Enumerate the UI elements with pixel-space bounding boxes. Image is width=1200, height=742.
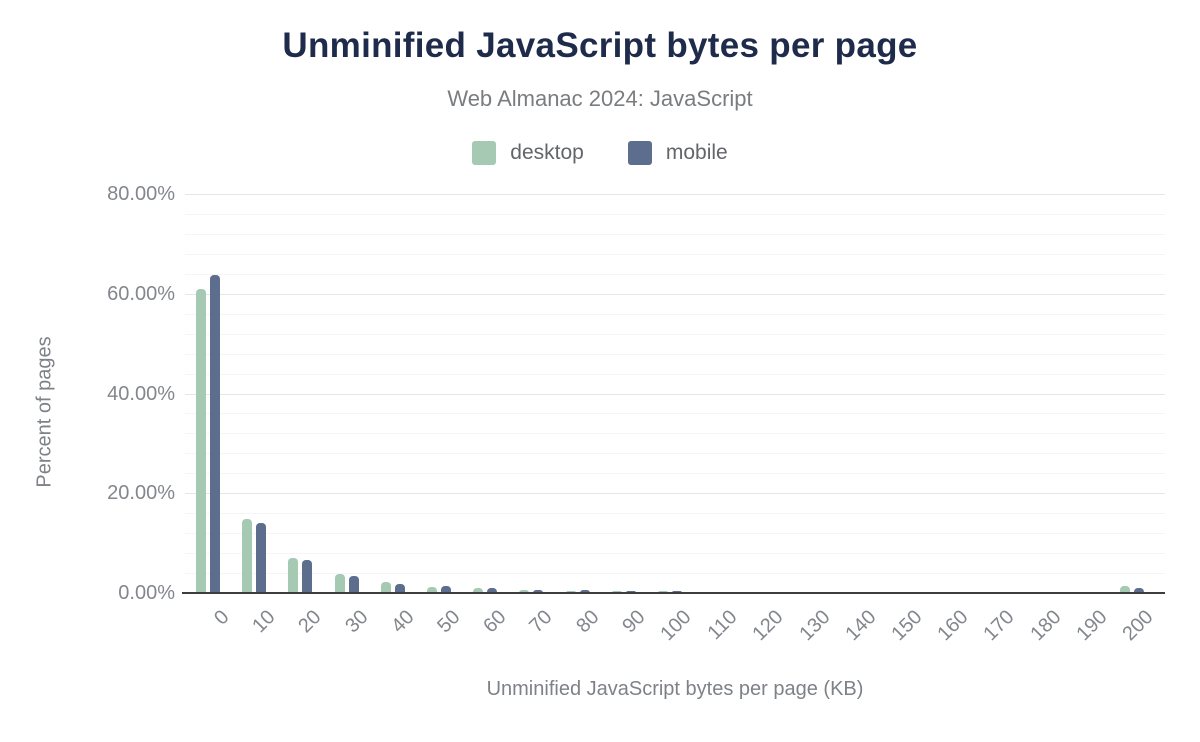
major-gridline bbox=[185, 493, 1165, 495]
x-axis-tick-label: 180 bbox=[1025, 606, 1066, 646]
y-axis-tick-label: 20.00% bbox=[107, 482, 175, 505]
mobile-bar bbox=[210, 275, 220, 593]
desktop-bar bbox=[242, 519, 252, 593]
x-axis-tick-label: 150 bbox=[887, 606, 927, 646]
mobile-bar bbox=[487, 588, 497, 593]
mobile-bar bbox=[256, 523, 266, 593]
y-axis-title: Percent of pages bbox=[33, 336, 56, 488]
x-axis-tick-label: 200 bbox=[1118, 606, 1158, 646]
desktop-bar bbox=[427, 587, 437, 593]
mobile-bar bbox=[349, 576, 359, 593]
legend-item-mobile[interactable]: mobile bbox=[627, 141, 728, 165]
mobile-series-swatch-icon bbox=[627, 141, 652, 165]
x-axis-tick-label: 100 bbox=[656, 606, 696, 646]
mobile-bar bbox=[395, 584, 405, 593]
x-axis-tick-label: 50 bbox=[433, 606, 465, 638]
x-axis-tick-label: 40 bbox=[387, 606, 419, 638]
legend: desktop mobile bbox=[0, 138, 1200, 168]
desktop-bar bbox=[473, 588, 483, 593]
legend-label-desktop: desktop bbox=[510, 141, 584, 164]
major-gridline bbox=[185, 293, 1165, 295]
minor-gridline bbox=[185, 473, 1165, 475]
minor-gridline bbox=[185, 533, 1165, 535]
minor-gridline bbox=[185, 253, 1165, 255]
x-axis-line bbox=[182, 592, 1165, 594]
x-axis-tick-label: 120 bbox=[748, 606, 788, 646]
mobile-bar bbox=[580, 590, 590, 593]
desktop-bar bbox=[1120, 586, 1130, 593]
x-axis-tick-label: 20 bbox=[294, 606, 327, 638]
minor-gridline bbox=[185, 353, 1165, 355]
desktop-bar bbox=[381, 582, 391, 593]
x-axis-tick-label: 90 bbox=[618, 606, 650, 638]
minor-gridline bbox=[185, 513, 1165, 515]
x-axis-tick-label: 0 bbox=[210, 606, 234, 630]
x-axis-tick-label: 60 bbox=[479, 606, 511, 638]
mobile-bar bbox=[302, 560, 312, 593]
x-axis-tick-label: 130 bbox=[794, 606, 835, 646]
chart-subtitle: Web Almanac 2024: JavaScript bbox=[447, 86, 753, 111]
desktop-bar bbox=[335, 574, 345, 593]
x-axis-tick-label: 10 bbox=[248, 606, 280, 638]
minor-gridline bbox=[185, 373, 1165, 375]
legend-item-desktop[interactable]: desktop bbox=[472, 141, 584, 165]
minor-gridline bbox=[185, 453, 1165, 455]
desktop-bar bbox=[196, 289, 206, 593]
mobile-bar bbox=[1134, 588, 1144, 593]
x-axis-tick-label: 160 bbox=[933, 606, 973, 646]
x-axis-title: Unminified JavaScript bytes per page (KB… bbox=[486, 678, 864, 700]
x-axis-tick-label: 140 bbox=[841, 606, 881, 646]
y-axis-tick-label: 60.00% bbox=[107, 282, 175, 305]
y-axis-tick-label: 40.00% bbox=[107, 382, 175, 405]
chart-title: Unminified JavaScript bytes per page bbox=[282, 26, 918, 65]
x-axis-tick-label: 110 bbox=[703, 606, 742, 645]
minor-gridline bbox=[185, 313, 1165, 315]
minor-gridline bbox=[185, 553, 1165, 555]
minor-gridline bbox=[185, 413, 1165, 415]
desktop-bar bbox=[288, 558, 298, 593]
x-axis-tick-label: 30 bbox=[340, 606, 373, 638]
x-axis-tick-label: 170 bbox=[979, 606, 1019, 646]
x-axis-tick-label: 190 bbox=[1072, 606, 1112, 646]
minor-gridline bbox=[185, 233, 1165, 235]
legend-label-mobile: mobile bbox=[665, 141, 728, 164]
minor-gridline bbox=[185, 433, 1165, 435]
x-axis-tick-label: 70 bbox=[525, 606, 557, 638]
desktop-series-swatch-icon bbox=[472, 141, 497, 165]
minor-gridline bbox=[185, 333, 1165, 335]
minor-gridline bbox=[185, 273, 1165, 275]
x-axis-tick-label: 80 bbox=[571, 606, 604, 638]
major-gridline bbox=[185, 393, 1165, 395]
y-axis-tick-label: 0.00% bbox=[118, 582, 175, 604]
mobile-bar bbox=[533, 590, 543, 593]
desktop-bar bbox=[519, 590, 529, 593]
y-axis-tick-label: 80.00% bbox=[107, 183, 175, 205]
minor-gridline bbox=[185, 213, 1165, 215]
minor-gridline bbox=[185, 573, 1165, 575]
major-gridline bbox=[185, 194, 1165, 195]
mobile-bar bbox=[441, 586, 451, 593]
